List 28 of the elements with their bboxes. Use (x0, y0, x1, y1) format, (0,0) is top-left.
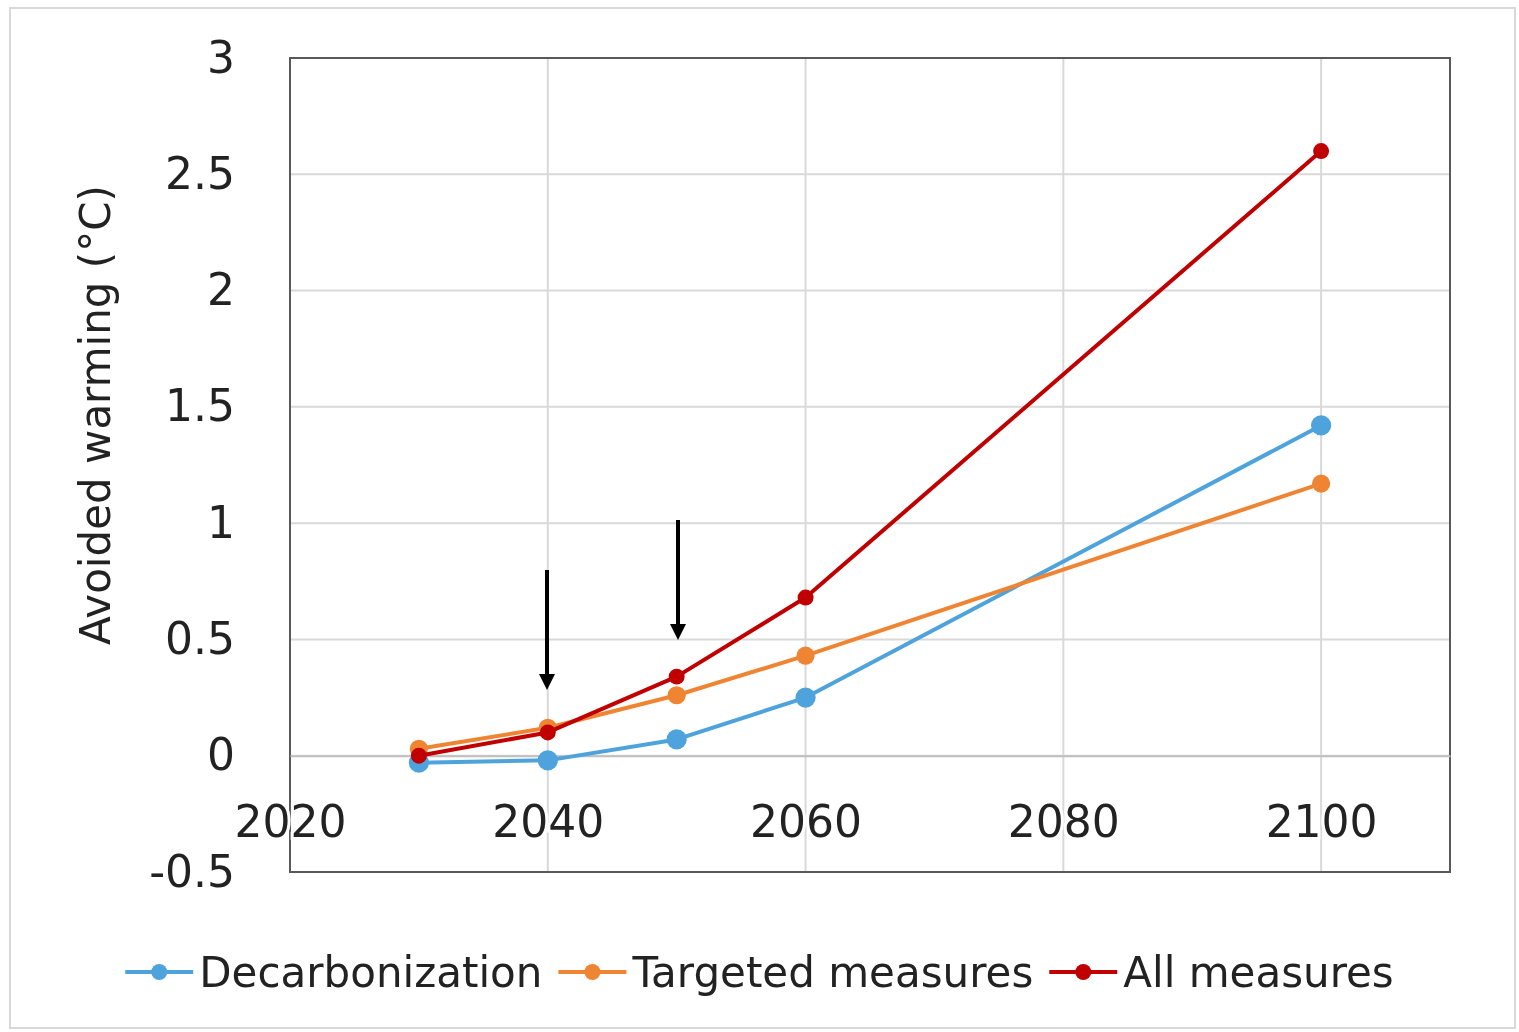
point (410, 747, 427, 764)
y-tick-label: 1.5 (165, 380, 235, 432)
x-tick-label: 2060 (750, 795, 863, 847)
x-tick-label: 2040 (492, 795, 605, 847)
y-tick-label: 0.5 (165, 613, 235, 665)
x-tick-label: 2080 (1007, 795, 1120, 847)
point (796, 646, 815, 665)
point (666, 729, 687, 750)
x-tick-label: 2100 (1265, 795, 1378, 847)
point (537, 750, 558, 771)
point (668, 668, 685, 685)
y-axis-title: Avoided warming (°C) (71, 185, 120, 645)
y-tick-label: 2.5 (165, 147, 235, 199)
y-tick-label: 1 (207, 496, 235, 548)
point (667, 686, 686, 705)
point (1312, 474, 1331, 493)
point (797, 589, 814, 606)
point (1313, 143, 1330, 159)
y-tick-label: 3 (207, 31, 235, 83)
y-tick-label: -0.5 (149, 845, 235, 897)
point (539, 724, 556, 741)
y-tick-label: 2 (207, 264, 235, 316)
legend-label: Decarbonization (199, 948, 543, 997)
point (1311, 415, 1332, 436)
y-tick-label: 0 (207, 729, 235, 781)
legend-label: Targeted measures (631, 948, 1034, 997)
point (795, 687, 816, 708)
legend-label: All measures (1123, 948, 1394, 997)
